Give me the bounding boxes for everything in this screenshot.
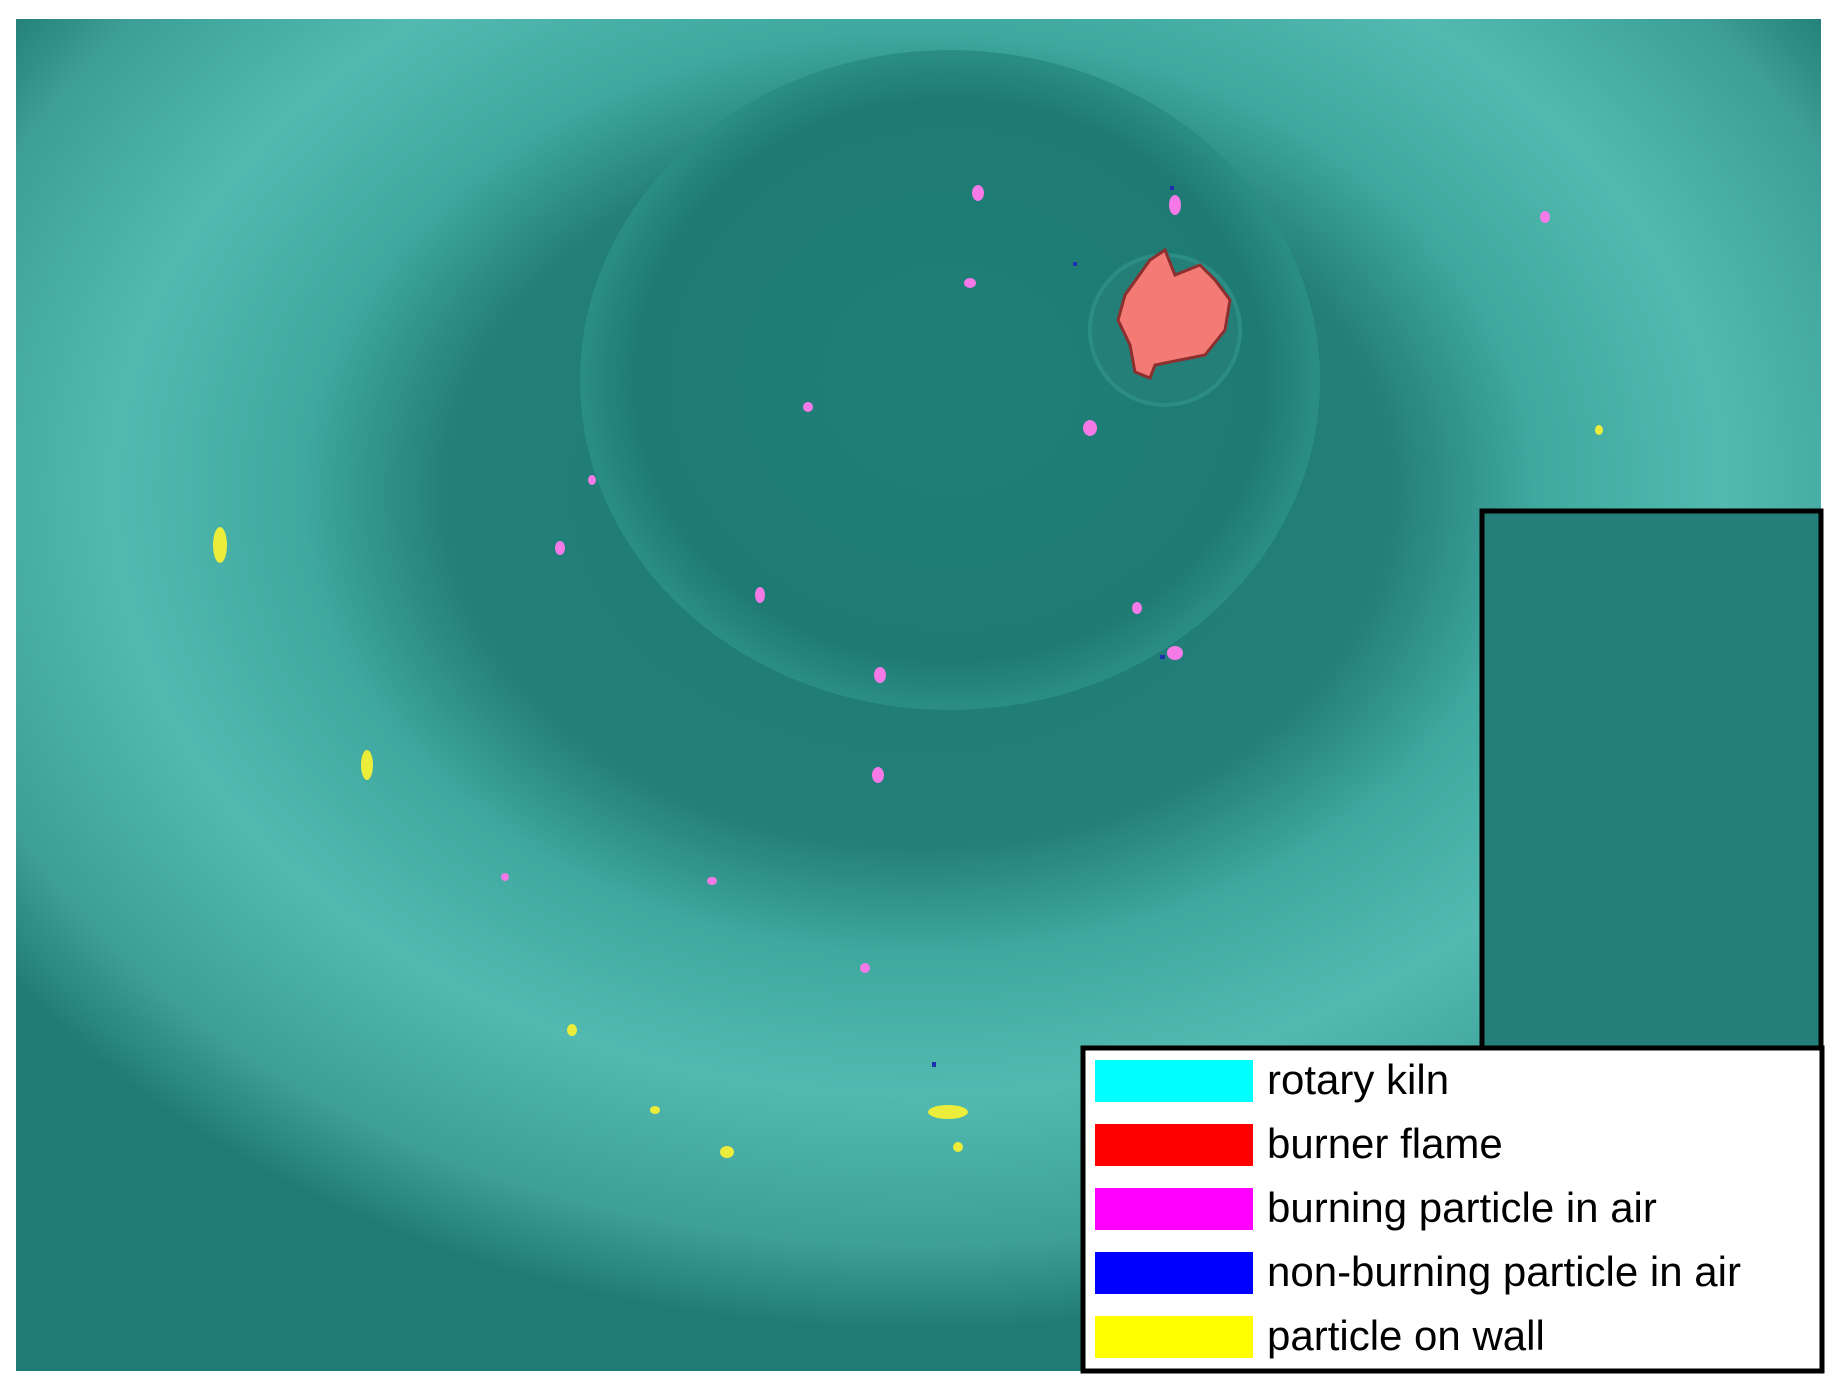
- legend-label: burning particle in air: [1267, 1184, 1657, 1231]
- legend-swatch: [1095, 1316, 1253, 1358]
- legend-swatch: [1095, 1124, 1253, 1166]
- legend: rotary kiln burner flame burning particle …: [1080, 1045, 1825, 1374]
- legend-label: particle on wall: [1267, 1312, 1545, 1359]
- legend-swatch: [1095, 1060, 1253, 1102]
- legend-label: non-burning particle in air: [1267, 1248, 1741, 1295]
- legend-label: rotary kiln: [1267, 1056, 1449, 1103]
- kiln-far-end: [580, 50, 1320, 710]
- legend-label: burner flame: [1267, 1120, 1503, 1167]
- legend-swatch: [1095, 1188, 1253, 1230]
- burner-flame: [1116, 247, 1232, 380]
- legend-swatch: [1095, 1252, 1253, 1294]
- zoom-inset: [1479, 508, 1824, 1051]
- wall-particles: [213, 425, 1603, 1158]
